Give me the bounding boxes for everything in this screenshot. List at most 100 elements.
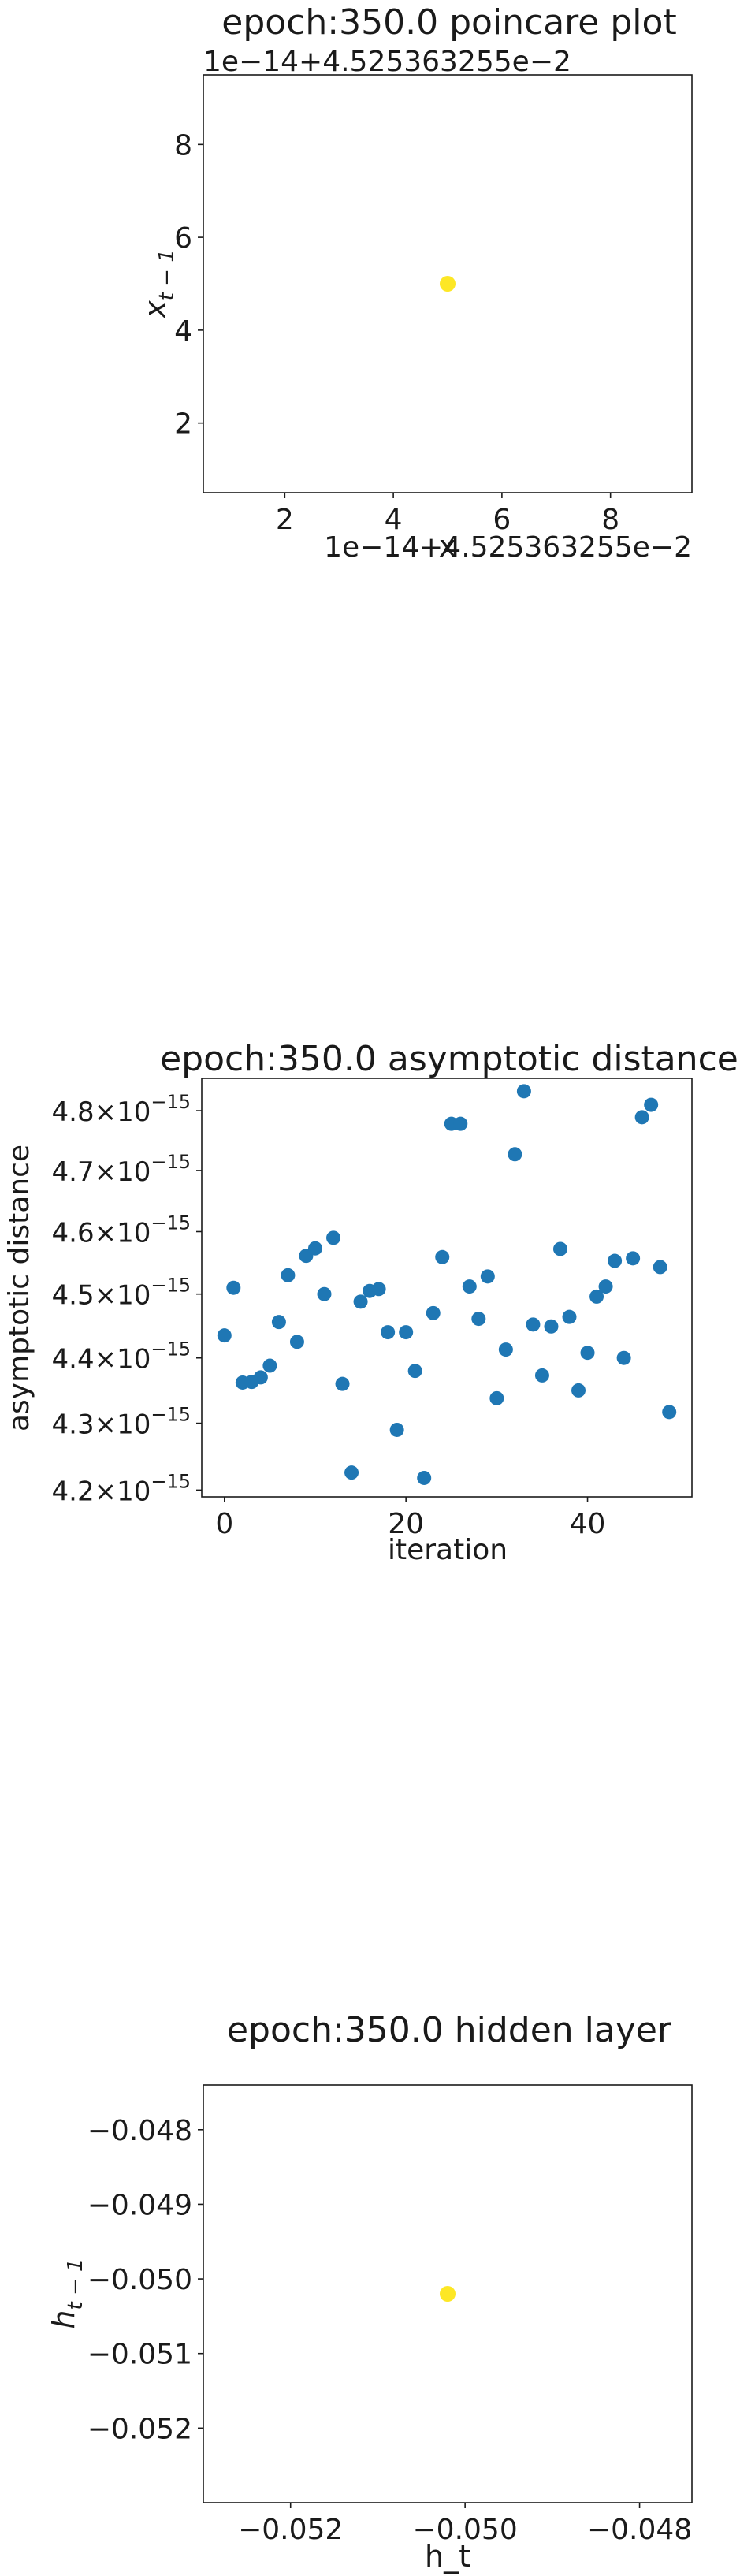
hidden-layer-y-tick-label: −0.048 (87, 2115, 192, 2147)
poincare-y-axis-label: xt − 1 (138, 249, 179, 319)
poincare-x-axis-label: x (439, 529, 457, 564)
hidden-layer-x-tick-label: −0.048 (587, 2514, 692, 2546)
hidden-layer-y-tick-label: −0.051 (87, 2339, 192, 2371)
poincare-x-offset-label: 1e−14+4.525363255e−2 (324, 531, 692, 564)
asymptotic-x-tick-label: 20 (388, 1508, 424, 1540)
asymptotic-data-point (634, 1110, 649, 1125)
asymptotic-data-point (271, 1315, 286, 1330)
asymptotic-points (217, 1084, 677, 1485)
asymptotic-y-tick-label: 4.7×10−15 (52, 1151, 191, 1188)
hidden-layer-chart: epoch:350.0 hidden layer −0.052 −0.050 −0.… (46, 2010, 693, 2574)
asymptotic-data-point (516, 1084, 531, 1099)
asymptotic-y-tick-label: 4.4×10−15 (52, 1338, 191, 1375)
poincare-y-axis-label-sub: t − 1 (155, 249, 179, 300)
asymptotic-data-point (562, 1309, 577, 1324)
hidden-layer-data-point (440, 2286, 456, 2302)
asymptotic-data-point (353, 1294, 368, 1309)
asymptotic-data-point (644, 1097, 659, 1112)
asymptotic-data-point (626, 1251, 641, 1266)
asymptotic-data-point (289, 1335, 304, 1349)
asymptotic-data-point (344, 1465, 359, 1480)
hidden-layer-x-axis-label: h_t (425, 2539, 470, 2574)
hidden-layer-y-tick-label: −0.052 (87, 2413, 192, 2445)
asymptotic-y-tick-label: 4.8×10−15 (52, 1091, 191, 1128)
asymptotic-data-point (526, 1317, 541, 1332)
poincare-data-point (440, 276, 456, 292)
asymptotic-data-point (608, 1253, 623, 1268)
poincare-y-axis-label-main: x (138, 300, 173, 319)
asymptotic-data-point (489, 1390, 504, 1405)
asymptotic-data-point (326, 1230, 341, 1245)
poincare-y-offset-label: 1e−14+4.525363255e−2 (203, 46, 571, 78)
asymptotic-data-point (371, 1282, 386, 1297)
poincare-chart: epoch:350.0 poincare plot 1e−14+4.525363… (138, 2, 693, 564)
hidden-layer-y-tick-label: −0.049 (87, 2189, 192, 2221)
asymptotic-data-point (662, 1405, 677, 1420)
asymptotic-data-point (226, 1280, 241, 1295)
hidden-layer-x-ticks: −0.052 −0.050 −0.048 (238, 2503, 692, 2546)
hidden-layer-y-tick-label: −0.050 (87, 2264, 192, 2296)
asymptotic-data-point (281, 1268, 296, 1282)
asymptotic-data-point (508, 1147, 522, 1162)
poincare-x-tick-label: 6 (493, 504, 511, 536)
asymptotic-data-point (453, 1116, 468, 1131)
asymptotic-data-point (589, 1289, 604, 1304)
asymptotic-data-point (480, 1269, 495, 1284)
asymptotic-data-point (426, 1305, 441, 1320)
hidden-layer-x-tick-label: −0.052 (238, 2514, 343, 2546)
hidden-layer-y-axis-label-sub: t − 1 (64, 2258, 87, 2310)
hidden-layer-y-ticks: −0.052 −0.051 −0.050 −0.049 −0.048 (87, 2115, 203, 2445)
asymptotic-title: epoch:350.0 asymptotic distance (160, 1039, 738, 1079)
asymptotic-data-point (253, 1370, 268, 1385)
asymptotic-y-tick-label: 4.5×10−15 (52, 1275, 191, 1312)
asymptotic-data-point (381, 1325, 396, 1340)
poincare-x-ticks: 2 4 6 8 (276, 493, 619, 536)
poincare-y-tick-label: 8 (174, 129, 192, 162)
poincare-x-tick-label: 4 (385, 504, 403, 536)
asymptotic-data-point (335, 1376, 350, 1391)
asymptotic-y-tick-label: 4.6×10−15 (52, 1212, 191, 1249)
asymptotic-data-point (534, 1368, 549, 1383)
asymptotic-data-point (598, 1279, 613, 1294)
poincare-x-tick-label: 2 (276, 504, 294, 536)
poincare-y-tick-label: 2 (174, 408, 192, 441)
asymptotic-data-point (317, 1286, 332, 1301)
asymptotic-data-point (552, 1241, 567, 1256)
asymptotic-y-axis-label: asymptotic distance (3, 1145, 35, 1431)
asymptotic-data-point (307, 1241, 322, 1256)
asymptotic-y-tick-label: 4.2×10−15 (52, 1470, 191, 1507)
poincare-y-tick-label: 4 (174, 315, 192, 348)
hidden-layer-y-axis-label: ht − 1 (46, 2258, 87, 2328)
asymptotic-data-point (417, 1470, 432, 1485)
asymptotic-x-ticks: 0 20 40 (215, 1497, 605, 1540)
asymptotic-data-point (471, 1312, 486, 1327)
asymptotic-data-point (616, 1350, 631, 1365)
asymptotic-plot-area (201, 1078, 693, 1498)
poincare-y-ticks: 2 4 6 8 (174, 129, 203, 441)
asymptotic-data-point (399, 1325, 414, 1340)
poincare-x-tick-label: 8 (601, 504, 619, 536)
asymptotic-data-point (544, 1319, 559, 1334)
asymptotic-data-point (498, 1342, 513, 1357)
asymptotic-data-point (580, 1346, 595, 1361)
asymptotic-data-point (389, 1422, 404, 1437)
asymptotic-x-axis-label: iteration (388, 1534, 508, 1566)
asymptotic-data-point (462, 1279, 477, 1294)
asymptotic-data-point (435, 1249, 450, 1264)
asymptotic-y-ticks: 4.2×10−15 4.3×10−15 4.4×10−15 4.5×10−15 4.6×… (52, 1091, 202, 1507)
poincare-y-tick-label: 6 (174, 222, 192, 255)
asymptotic-data-point (262, 1358, 277, 1373)
hidden-layer-y-axis-label-main: h (46, 2310, 81, 2328)
asymptotic-distance-chart: epoch:350.0 asymptotic distance 0 20 40 4.… (3, 1039, 738, 1566)
poincare-title: epoch:350.0 poincare plot (221, 2, 676, 43)
hidden-layer-points (440, 2286, 456, 2302)
poincare-points (440, 276, 456, 292)
asymptotic-data-point (217, 1328, 232, 1343)
asymptotic-x-tick-label: 40 (570, 1508, 606, 1540)
asymptotic-data-point (571, 1383, 586, 1398)
asymptotic-data-point (407, 1364, 422, 1379)
hidden-layer-x-tick-label: −0.050 (413, 2514, 518, 2546)
asymptotic-x-tick-label: 0 (215, 1508, 233, 1540)
hidden-layer-title: epoch:350.0 hidden layer (227, 2010, 672, 2050)
